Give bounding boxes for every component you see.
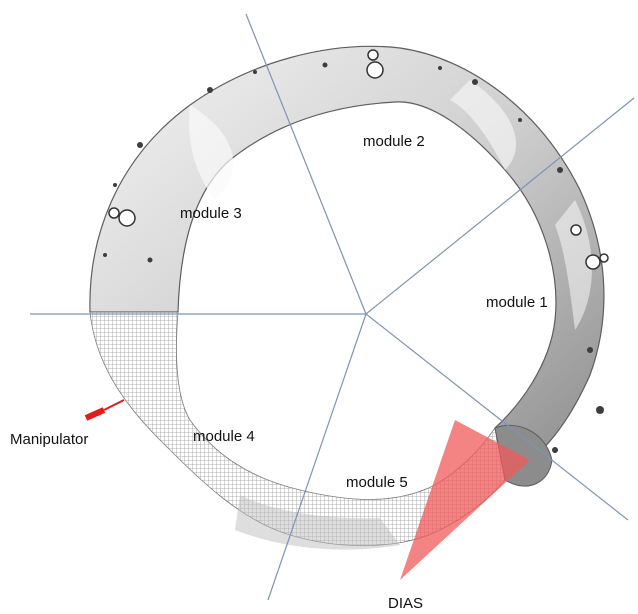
module-5-label: module 5: [346, 474, 408, 491]
solid-torus-section: [89, 45, 609, 481]
surface-spots: [103, 62, 604, 453]
torus-twist-highlight: [189, 105, 234, 200]
red-arrow-icon: [84, 399, 125, 421]
mesh-twist-band: [235, 495, 400, 550]
divider-line-upper-right: [365, 97, 635, 315]
dias-cone-icon: [400, 420, 530, 580]
manipulator-label: Manipulator: [10, 431, 88, 448]
divider-line-lower-right: [365, 313, 629, 521]
module-2-label: module 2: [363, 133, 425, 150]
dias-label: DIAS: [388, 595, 423, 612]
module-1-label: module 1: [486, 294, 548, 311]
torus-twist-highlight: [555, 200, 592, 330]
torus-twist-highlight: [450, 80, 516, 170]
port-holes: [108, 49, 609, 270]
module-3-label: module 3: [180, 205, 242, 222]
module-4-label: module 4: [193, 428, 255, 445]
divider-line-top: [245, 13, 367, 315]
module-divider-lines: [30, 13, 635, 601]
divider-line-bottom: [267, 313, 367, 601]
